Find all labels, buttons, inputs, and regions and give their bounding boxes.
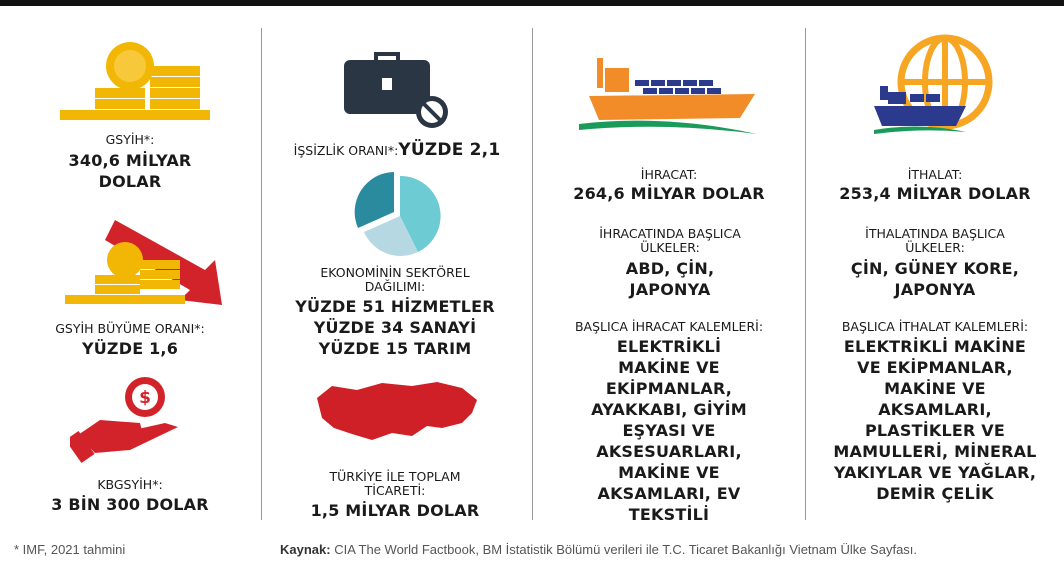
- turkey-map-icon: [317, 382, 477, 440]
- label: İTHALAT:: [907, 167, 963, 182]
- value: 340,6 MİLYAR DOLAR: [68, 151, 192, 191]
- label: İŞSİZLİK ORANI*:: [293, 143, 399, 158]
- briefcase-icon: [344, 52, 448, 128]
- divider: [261, 28, 262, 520]
- source: Kaynak: CIA The World Factbook, BM İstat…: [280, 542, 1060, 557]
- value: 1,5 MİLYAR DOLAR: [310, 501, 480, 520]
- value: ELEKTRİKLİ MAKİNE VE EKİPMANLAR, MAKİNE …: [833, 337, 1037, 503]
- coins-icon: [60, 42, 210, 120]
- value: ÇİN, GÜNEY KORE, JAPONYA: [850, 259, 1020, 299]
- source-text: CIA The World Factbook, BM İstatistik Bö…: [334, 542, 918, 557]
- label: BAŞLICA İHRACAT KALEMLERİ:: [574, 319, 764, 334]
- value: YÜZDE 34 SANAYİ: [313, 318, 477, 337]
- footnote: * IMF, 2021 tahmini: [14, 542, 126, 557]
- label: İTHALATINDA BAŞLICA ÜLKELER:: [865, 226, 1005, 255]
- value: YÜZDE 2,1: [398, 140, 501, 160]
- source-label: Kaynak:: [280, 542, 331, 557]
- value: ELEKTRİKLİ MAKİNE VE EKİPMANLAR, AYAKKAB…: [591, 337, 747, 524]
- salary-icon: $: [70, 377, 178, 464]
- divider: [805, 28, 806, 520]
- top-bar: [0, 0, 1064, 6]
- value: 3 BİN 300 DOLAR: [51, 495, 209, 514]
- divider: [532, 28, 533, 520]
- value: 264,6 MİLYAR DOLAR: [573, 184, 765, 203]
- value: ABD, ÇİN, JAPONYA: [625, 259, 715, 299]
- label: KBGSYİH*:: [97, 477, 163, 492]
- value: YÜZDE 15 TARIM: [318, 339, 472, 358]
- value: YÜZDE 1,6: [81, 339, 179, 358]
- label: TÜRKİYE İLE TOPLAM TİCARETİ:: [329, 469, 461, 498]
- value: 253,4 MİLYAR DOLAR: [839, 184, 1031, 203]
- label: İHRACAT:: [640, 167, 698, 182]
- growth-icon: [65, 220, 222, 305]
- label: EKONOMİNİN SEKTÖREL DAĞILIMI:: [320, 265, 470, 294]
- label: GSYİH*:: [105, 132, 155, 147]
- label: İHRACATINDA BAŞLICA ÜLKELER:: [599, 226, 741, 255]
- svg-text:$: $: [139, 388, 151, 408]
- import-icon: [874, 34, 993, 134]
- pie-icon: [354, 172, 441, 256]
- value: YÜZDE 51 HİZMETLER: [295, 297, 495, 316]
- label: GSYİH BÜYÜME ORANI*:: [55, 321, 205, 336]
- ship-icon: [579, 58, 757, 134]
- unemployment: İŞSİZLİK ORANI*: YÜZDE 2,1: [262, 140, 532, 161]
- label: BAŞLICA İTHALAT KALEMLERİ:: [841, 319, 1029, 334]
